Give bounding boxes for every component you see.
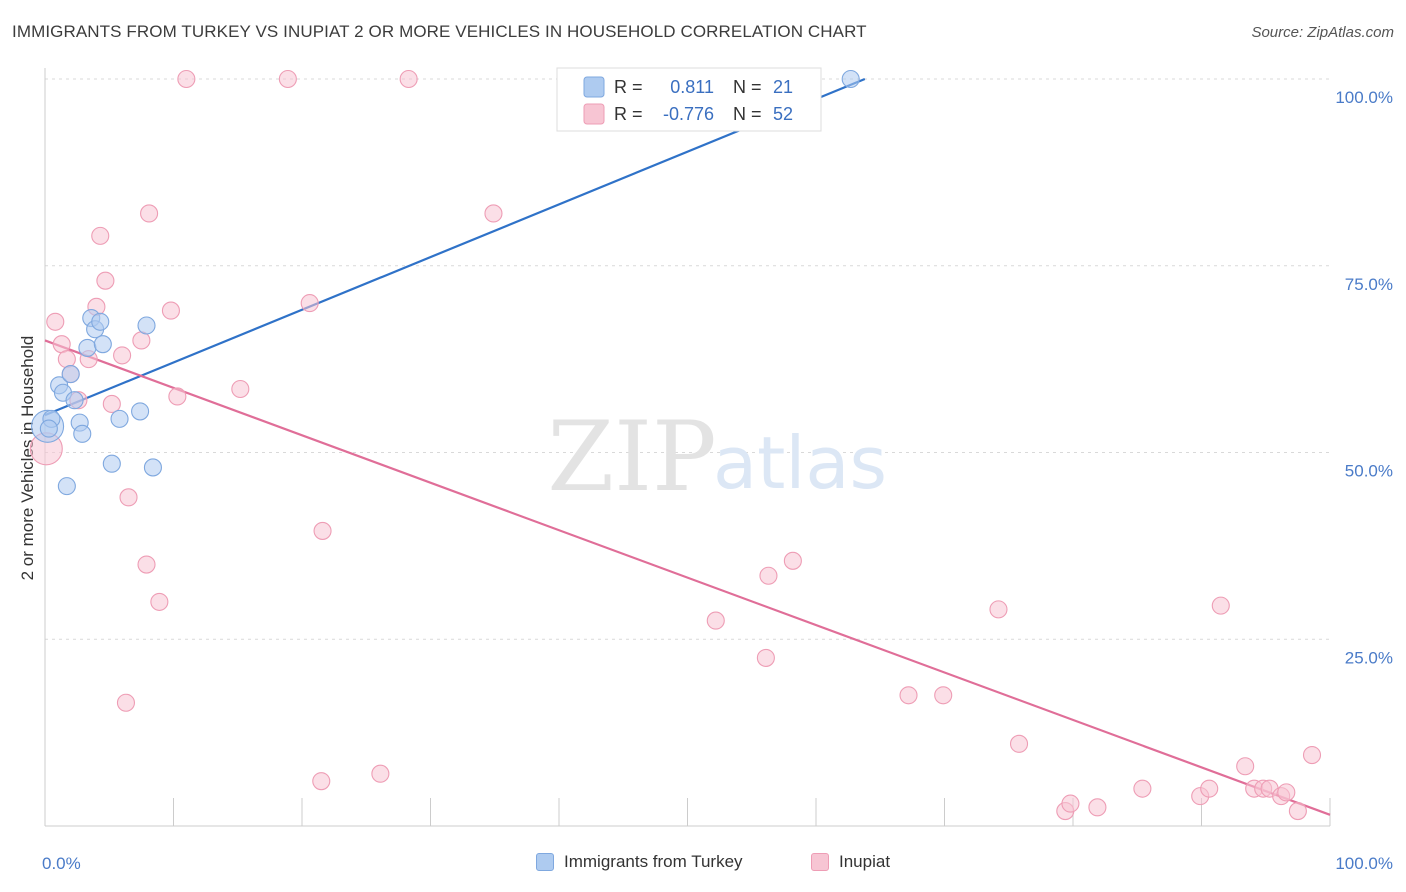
legend-swatch-pink [583, 103, 605, 125]
point-inupiat [312, 772, 331, 791]
watermark-atlas: atlas [713, 421, 887, 505]
point-inupiat [706, 611, 725, 630]
bottom-legend-label-inupiat: Inupiat [839, 852, 891, 871]
point-inupiat [783, 551, 802, 570]
point-turkey [91, 312, 110, 331]
point-inupiat [899, 686, 918, 705]
point-inupiat [1133, 779, 1152, 798]
point-inupiat [756, 648, 775, 667]
point-turkey [73, 424, 92, 443]
point-inupiat [1236, 757, 1255, 776]
point-inupiat [759, 566, 778, 585]
bottom-legend-item-turkey: Immigrants from Turkey [536, 852, 743, 872]
grid-lines [45, 78, 1330, 640]
chart-source: Source: ZipAtlas.com [1251, 24, 1394, 41]
bottom-legend: Immigrants from Turkey Inupiat [0, 852, 1406, 878]
y-tick-label: 75.0% [1345, 275, 1393, 294]
point-inupiat [278, 69, 297, 89]
x-tick-label: 0.0% [42, 854, 81, 873]
legend-n-value-2: 52 [773, 104, 793, 124]
point-inupiat [1211, 596, 1230, 615]
legend-r-value-2: -0.776 [663, 104, 714, 124]
point-inupiat [1200, 779, 1219, 798]
point-inupiat [140, 204, 159, 223]
tick-labels: 25.0% 50.0% 75.0% 100.0% 0.0% 100.0% [42, 88, 1393, 873]
point-inupiat [934, 686, 953, 705]
point-inupiat [161, 301, 180, 320]
point-inupiat [57, 350, 76, 369]
point-turkey [131, 402, 150, 421]
point-inupiat [1302, 745, 1322, 765]
point-inupiat [137, 555, 156, 574]
bottom-legend-label-turkey: Immigrants from Turkey [564, 852, 743, 871]
chart-title: IMMIGRANTS FROM TURKEY VS INUPIAT 2 OR M… [12, 22, 867, 41]
point-turkey [65, 391, 84, 410]
point-inupiat [371, 764, 390, 783]
point-inupiat [231, 379, 250, 399]
point-inupiat [119, 488, 138, 507]
point-inupiat [313, 521, 332, 540]
legend-n-label-1: N = [733, 77, 762, 97]
trend-line-turkey [44, 77, 866, 417]
point-inupiat [46, 312, 65, 331]
trend-line-inupiat [44, 339, 1331, 816]
point-inupiat [177, 69, 196, 89]
x-tick-label: 100.0% [1335, 854, 1393, 873]
legend-r-value-1: 0.811 [670, 77, 714, 97]
point-turkey [39, 419, 58, 438]
y-tick-label: 50.0% [1345, 462, 1393, 481]
point-inupiat [484, 204, 503, 223]
point-turkey [841, 69, 860, 89]
point-inupiat [1088, 798, 1107, 817]
point-inupiat [150, 592, 169, 611]
point-turkey [78, 338, 97, 357]
legend-n-label-2: N = [733, 104, 762, 124]
point-inupiat [91, 226, 110, 245]
point-turkey [93, 335, 112, 354]
point-inupiat [1277, 783, 1296, 802]
point-turkey [57, 477, 76, 496]
watermark-zip: ZIP [547, 401, 716, 513]
point-turkey [61, 365, 80, 384]
point-turkey [110, 409, 129, 428]
point-turkey [143, 458, 162, 477]
trend-lines [44, 77, 1331, 816]
bottom-legend-swatch-pink [811, 853, 829, 871]
point-inupiat [989, 600, 1008, 619]
point-inupiat [1061, 794, 1080, 813]
legend-r-label-2: R = [614, 104, 643, 124]
point-inupiat [1009, 734, 1029, 753]
point-inupiat [399, 69, 418, 89]
bottom-legend-item-inupiat: Inupiat [811, 852, 890, 872]
y-tick-label: 25.0% [1345, 648, 1393, 667]
data-points [29, 69, 1322, 821]
point-inupiat [116, 693, 136, 712]
legend-swatch-blue [583, 76, 605, 98]
point-inupiat [300, 294, 319, 313]
point-inupiat [96, 271, 115, 290]
top-legend: R = 0.811 N = 21 R = -0.776 N = 52 [556, 67, 822, 132]
point-inupiat [1288, 802, 1307, 821]
point-turkey [137, 316, 156, 335]
point-inupiat [102, 394, 121, 413]
bottom-legend-swatch-blue [536, 853, 554, 871]
legend-n-value-1: 21 [773, 77, 793, 97]
y-tick-label: 100.0% [1335, 88, 1393, 107]
legend-r-label-1: R = [614, 77, 643, 97]
watermark: ZIP atlas [547, 401, 887, 513]
point-turkey [102, 454, 121, 473]
point-inupiat [113, 346, 132, 365]
point-inupiat [168, 387, 187, 406]
